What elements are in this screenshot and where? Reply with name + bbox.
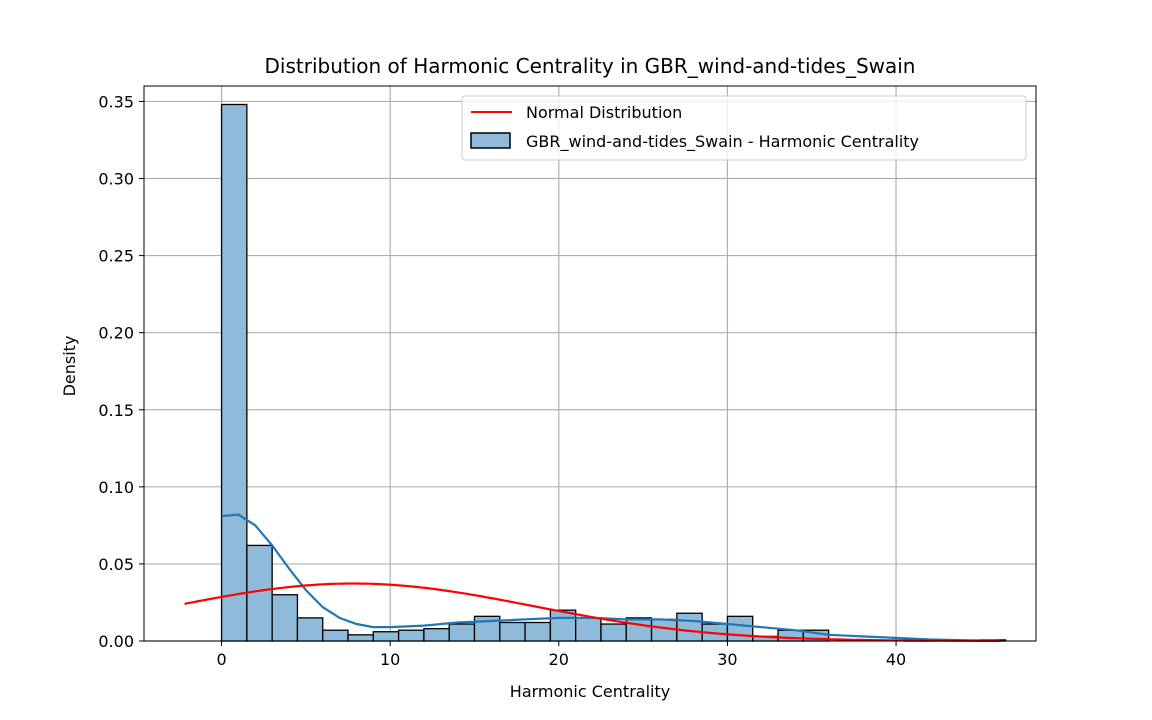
histogram-bar bbox=[397, 629, 425, 642]
histogram-bar bbox=[650, 618, 678, 642]
normal-distribution-curve bbox=[184, 582, 1001, 642]
histogram-bar bbox=[220, 103, 248, 642]
histogram-bar bbox=[575, 617, 602, 642]
x-tick-label: 0 bbox=[216, 650, 226, 669]
plot-area-frame bbox=[143, 85, 1037, 642]
chart-title: Distribution of Harmonic Centrality in G… bbox=[265, 54, 916, 78]
y-tick-label: 0.35 bbox=[98, 92, 134, 111]
y-axis-title: Density bbox=[60, 336, 79, 397]
histogram-bar bbox=[448, 623, 476, 642]
histogram-bar bbox=[549, 609, 577, 642]
y-tick-label: 0.20 bbox=[98, 324, 134, 343]
legend-normal-label: Normal Distribution bbox=[526, 103, 682, 122]
histogram-bar bbox=[347, 634, 374, 642]
x-tick-label: 40 bbox=[886, 650, 906, 669]
histogram-bar bbox=[499, 621, 526, 642]
histogram-bar bbox=[676, 612, 703, 642]
histogram-bar bbox=[600, 623, 627, 642]
legend-box bbox=[461, 95, 1027, 161]
y-tick-label: 0.00 bbox=[98, 632, 134, 651]
legend-histogram-swatch bbox=[470, 132, 511, 149]
grid bbox=[144, 86, 1036, 642]
histogram-bar bbox=[271, 594, 299, 642]
y-tick-label: 0.30 bbox=[98, 170, 134, 189]
y-tick-label: 0.05 bbox=[98, 555, 134, 574]
histogram-bar bbox=[726, 615, 754, 642]
series-lines bbox=[184, 513, 1001, 642]
legend: Normal Distribution GBR_wind-and-tides_S… bbox=[461, 95, 1027, 161]
kde-curve bbox=[221, 513, 998, 642]
x-tick-label: 20 bbox=[549, 650, 569, 669]
histogram-bar bbox=[246, 544, 273, 642]
histogram-bar bbox=[372, 631, 400, 642]
x-axis-ticks: 0 10 20 30 40 bbox=[216, 641, 906, 669]
legend-histogram-label: GBR_wind-and-tides_Swain - Harmonic Cent… bbox=[526, 132, 919, 152]
y-tick-label: 0.15 bbox=[98, 401, 134, 420]
histogram-bars bbox=[220, 103, 1007, 642]
histogram-bar bbox=[423, 628, 450, 642]
histogram-bar bbox=[625, 617, 653, 642]
x-tick-label: 10 bbox=[380, 650, 400, 669]
x-tick-label: 30 bbox=[717, 650, 737, 669]
histogram-bar bbox=[296, 617, 324, 642]
y-tick-label: 0.10 bbox=[98, 478, 134, 497]
histogram-bar bbox=[322, 629, 349, 642]
histogram-bar bbox=[524, 621, 552, 642]
y-tick-label: 0.25 bbox=[98, 247, 134, 266]
y-axis-ticks: 0.00 0.05 0.10 0.15 0.20 0.25 0.30 0.35 bbox=[98, 92, 144, 651]
x-axis-title: Harmonic Centrality bbox=[510, 682, 670, 701]
